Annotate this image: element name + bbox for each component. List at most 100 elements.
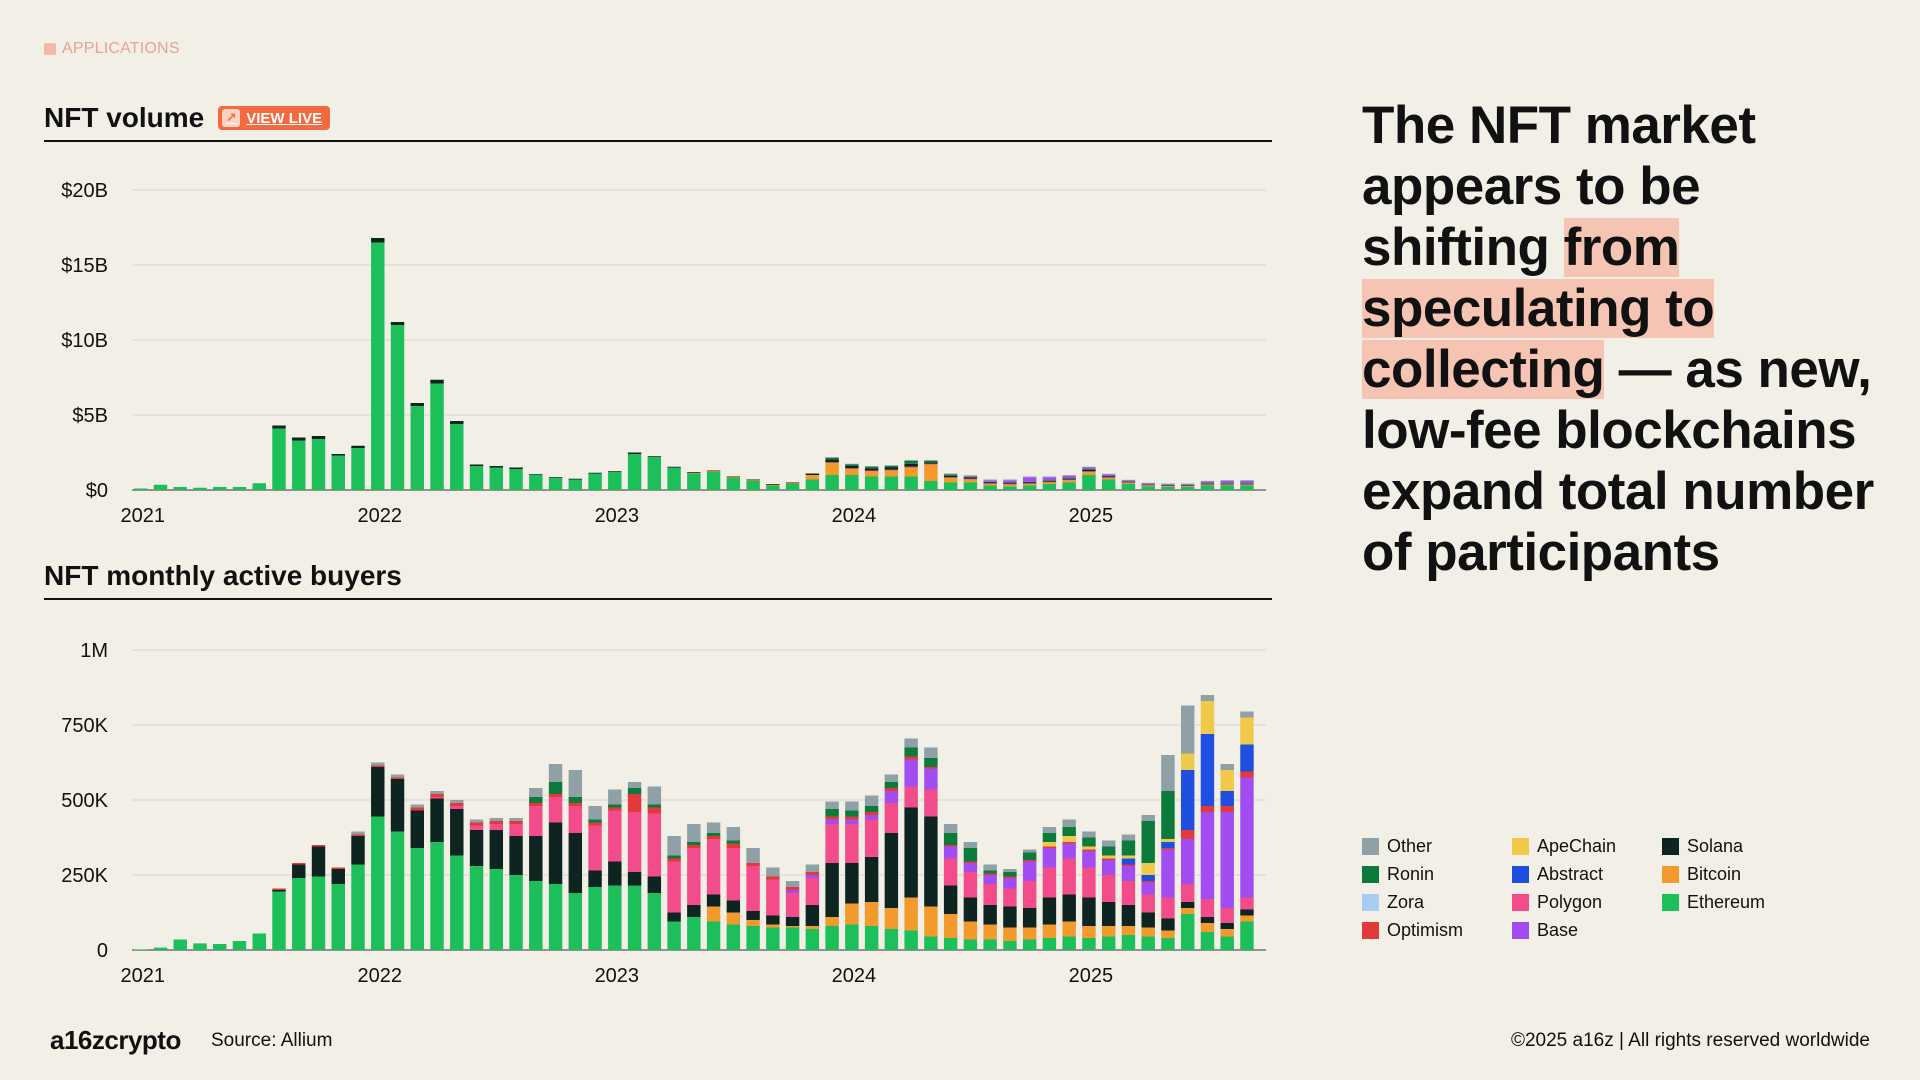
buyers-bar-solana (1042, 897, 1057, 925)
buyers-bar-optimism (627, 794, 642, 812)
volume-bar-other (864, 466, 879, 467)
buyers-bar-other (805, 864, 820, 872)
buyers-bar-optimism (647, 807, 662, 814)
buyers-bar-ethereum (608, 885, 622, 950)
volume-bar-polygon (1003, 484, 1017, 485)
buyers-bar-other (983, 864, 997, 871)
volume-bar-ethereum (272, 428, 286, 490)
legend-item-zora: Zora (1362, 891, 1512, 913)
buyers-bar-polygon (588, 825, 602, 871)
volume-bar-ethereum (292, 440, 306, 490)
buyers-bar-base (1180, 839, 1195, 884)
buyers-x-tick-label: 2021 (120, 965, 165, 987)
volume-bar-ethereum (529, 475, 543, 490)
buyers-bar-base (924, 768, 938, 790)
headline-part2: — as new, low-fee blockchains expand tot… (1362, 340, 1874, 582)
buyers-x-tick-label: 2023 (595, 965, 640, 987)
buyers-bar-solana (845, 863, 859, 904)
buyers-bar-ronin (726, 840, 741, 844)
volume-bar-ronin (1022, 481, 1037, 483)
volume-chart-block: NFT volume ↗ VIEW LIVE (44, 96, 1272, 142)
buyers-bar-solana (1141, 912, 1155, 928)
volume-bar-solana (687, 472, 701, 473)
buyers-bar-solana (1180, 902, 1195, 908)
buyers-bar-apechain (1082, 846, 1096, 850)
volume-bar-ethereum (1141, 486, 1155, 490)
buyers-bar-other (1220, 764, 1234, 770)
volume-bar-polygon (924, 463, 938, 465)
buyers-bar-base (1240, 777, 1254, 898)
buyers-bar-ethereum (489, 869, 504, 950)
volume-bar-polygon (1180, 485, 1195, 487)
buyers-bar-ronin (548, 782, 563, 794)
volume-bar-ethereum (1101, 479, 1116, 490)
volume-x-tick-label: 2024 (832, 505, 877, 527)
legend-swatch (1662, 837, 1679, 855)
buyers-bar-ethereum (331, 884, 345, 950)
legend-item-ronin: Ronin (1362, 863, 1512, 885)
volume-bar-base (1161, 484, 1175, 486)
volume-bar-ethereum (1042, 484, 1057, 490)
buyers-bar-bitcoin (706, 906, 721, 922)
buyers-bar-ethereum (845, 924, 859, 950)
buyers-bar-solana (1062, 894, 1076, 922)
legend: Other ApeChain Solana Ronin Abstract Bitcoin Z… (1362, 835, 1902, 941)
volume-bar-ronin (1161, 485, 1175, 486)
buyers-bar-bitcoin (1161, 930, 1175, 938)
legend-item-bitcoin: Bitcoin (1662, 863, 1812, 885)
buyers-bar-apechain (1240, 717, 1254, 745)
volume-bar-base (1180, 484, 1195, 486)
buyers-bar-ethereum (193, 943, 207, 950)
volume-bar-polygon (1062, 479, 1076, 481)
volume-bar-solana (588, 472, 602, 474)
legend-item-base: Base (1512, 919, 1662, 941)
volume-bar-other (1161, 483, 1175, 485)
view-live-button[interactable]: ↗ VIEW LIVE (218, 106, 331, 130)
buyers-x-tick-label: 2024 (832, 965, 877, 987)
buyers-bar-bitcoin (1200, 923, 1215, 932)
volume-bar-solana (864, 468, 879, 471)
volume-bar-base (1022, 477, 1037, 482)
buyers-bar-optimism (924, 767, 938, 769)
volume-bar-ethereum (469, 466, 484, 490)
volume-bar-bitcoin (706, 471, 721, 472)
buyers-bar-other (706, 822, 721, 833)
legend-label: Polygon (1537, 891, 1603, 912)
buyers-bar-bitcoin (825, 917, 839, 926)
buyers-bar-polygon (568, 806, 583, 833)
volume-bar-ronin (1240, 483, 1254, 484)
buyers-bar-ethereum (667, 921, 681, 950)
volume-bar-bitcoin (864, 471, 879, 477)
volume-bar-polygon (943, 477, 958, 478)
buyers-bar-optimism (963, 861, 978, 863)
buyers-bar-ronin (588, 819, 602, 823)
legend-swatch (1662, 893, 1679, 911)
buyers-bar-other (647, 786, 662, 805)
legend-label: ApeChain (1537, 835, 1617, 856)
buyers-bar-polygon (430, 797, 444, 799)
volume-bar-ethereum (805, 479, 820, 490)
legend-swatch (1362, 893, 1379, 911)
buyers-bar-polygon (1141, 894, 1155, 913)
buyers-bar-other (845, 801, 859, 811)
volume-bar-solana (1101, 476, 1116, 478)
volume-bar-solana (785, 482, 800, 484)
buyers-bar-apechain (1042, 842, 1057, 847)
buyers-bar-optimism (548, 794, 563, 797)
volume-y-tick-label: $10B (61, 330, 108, 352)
volume-bar-ethereum (963, 482, 978, 490)
buyers-bar-ethereum (173, 939, 187, 950)
legend-item-apechain: ApeChain (1512, 835, 1662, 857)
buyers-bar-solana (943, 885, 958, 914)
volume-chart-title: NFT volume (44, 102, 205, 133)
volume-bar-bitcoin (1180, 486, 1195, 487)
buyers-bar-other (924, 747, 938, 758)
volume-bar-bitcoin (1161, 486, 1175, 487)
volume-bar-bitcoin (726, 477, 741, 478)
buyers-bar-solana (884, 833, 899, 908)
volume-bar-solana (272, 425, 286, 429)
buyers-bar-polygon (687, 848, 701, 905)
volume-bar-ronin (1082, 469, 1096, 470)
legend-label: Base (1537, 919, 1579, 940)
buyers-bar-solana (1082, 897, 1096, 926)
